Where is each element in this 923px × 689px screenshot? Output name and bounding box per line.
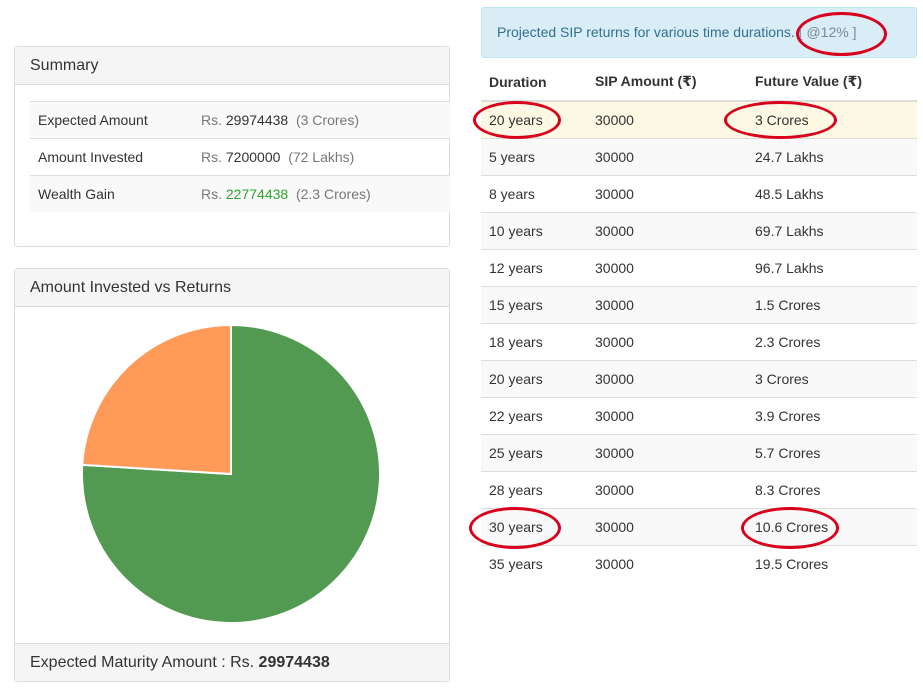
chart-panel: Amount Invested vs Returns Expected Matu…	[14, 268, 450, 682]
summary-table: Expected Amount Rs. 29974438 (3 Crores) …	[30, 101, 450, 212]
table-row-highlighted: 20 years 30000 3 Crores	[481, 100, 917, 139]
sip-cell: 30000	[587, 175, 747, 213]
future-value-cell: 48.5 Lakhs	[747, 175, 917, 213]
summary-row-invested: Amount Invested Rs. 7200000 (72 Lakhs)	[30, 138, 450, 176]
sip-cell: 30000	[587, 286, 747, 324]
summary-note: (3 Crores)	[295, 112, 359, 128]
duration-cell: 8 years	[481, 175, 587, 213]
future-value-cell: 10.6 Crores	[747, 508, 917, 546]
duration-cell: 22 years	[481, 397, 587, 435]
future-value-cell: 96.7 Lakhs	[747, 249, 917, 287]
duration-cell: 30 years	[481, 508, 587, 546]
future-value-cell: 1.5 Crores	[747, 286, 917, 324]
sip-cell: 30000	[587, 323, 747, 361]
sip-cell: 30000	[587, 360, 747, 398]
sip-cell: 30000	[587, 508, 747, 546]
summary-panel: Summary Expected Amount Rs. 29974438 (3 …	[14, 46, 450, 247]
sip-cell: 30000	[587, 471, 747, 509]
table-row: 30 years 30000 10.6 Crores	[481, 508, 917, 546]
future-value-cell: 69.7 Lakhs	[747, 212, 917, 250]
summary-note: (2.3 Crores)	[295, 186, 371, 202]
duration-cell: 25 years	[481, 434, 587, 472]
footer-label: Expected Maturity Amount : Rs.	[30, 654, 255, 671]
duration-cell: 12 years	[481, 249, 587, 287]
summary-note: (72 Lakhs)	[288, 149, 355, 165]
future-value-cell: 3 Crores	[747, 100, 917, 139]
summary-value-cell: Rs. 22774438 (2.3 Crores)	[201, 175, 450, 212]
duration-cell: 15 years	[481, 286, 587, 324]
future-value-cell: 24.7 Lakhs	[747, 138, 917, 176]
summary-row-expected: Expected Amount Rs. 29974438 (3 Crores)	[30, 101, 450, 139]
currency-prefix: Rs.	[201, 112, 222, 128]
table-row: 28 years 30000 8.3 Crores	[481, 471, 917, 509]
table-row: 18 years 30000 2.3 Crores	[481, 323, 917, 361]
projection-header-text: Projected SIP returns for various time d…	[497, 24, 795, 40]
duration-cell: 10 years	[481, 212, 587, 250]
sip-cell: 30000	[587, 397, 747, 435]
sip-cell: 30000	[587, 138, 747, 176]
duration-cell: 18 years	[481, 323, 587, 361]
duration-cell: 28 years	[481, 471, 587, 509]
summary-value: 7200000	[225, 149, 281, 165]
table-row: 8 years 30000 48.5 Lakhs	[481, 175, 917, 213]
table-header-row: Duration SIP Amount (₹) Future Value (₹)	[481, 63, 917, 102]
future-value-cell: 19.5 Crores	[747, 545, 917, 582]
sip-cell: 30000	[587, 249, 747, 287]
table-row: 25 years 30000 5.7 Crores	[481, 434, 917, 472]
summary-value: 22774438	[225, 186, 289, 202]
summary-label: Wealth Gain	[30, 175, 201, 212]
column-header-duration: Duration	[481, 63, 587, 102]
table-row: 12 years 30000 96.7 Lakhs	[481, 249, 917, 287]
footer-value: 29974438	[258, 654, 330, 671]
pie-slice-1	[81, 323, 232, 476]
duration-cell: 35 years	[481, 545, 587, 582]
duration-cell: 5 years	[481, 138, 587, 176]
table-row: 22 years 30000 3.9 Crores	[481, 397, 917, 435]
sip-cell: 30000	[587, 212, 747, 250]
chart-footer: Expected Maturity Amount : Rs. 29974438	[15, 643, 449, 681]
table-row: 15 years 30000 1.5 Crores	[481, 286, 917, 324]
summary-value: 29974438	[225, 112, 289, 128]
future-value-cell: 5.7 Crores	[747, 434, 917, 472]
future-value-cell: 3.9 Crores	[747, 397, 917, 435]
table-row: 5 years 30000 24.7 Lakhs	[481, 138, 917, 176]
pie-chart	[81, 323, 381, 624]
projection-info-banner: Projected SIP returns for various time d…	[481, 7, 917, 58]
summary-title: Summary	[15, 47, 449, 85]
summary-value-cell: Rs. 29974438 (3 Crores)	[201, 101, 450, 139]
column-header-future-value: Future Value (₹)	[747, 63, 917, 102]
duration-cell: 20 years	[481, 100, 587, 139]
projection-table: Duration SIP Amount (₹) Future Value (₹)…	[481, 63, 917, 582]
currency-prefix: Rs.	[201, 149, 222, 165]
sip-cell: 30000	[587, 100, 747, 139]
sip-cell: 30000	[587, 434, 747, 472]
rate-text: [ @12% ]	[798, 24, 857, 40]
summary-label: Amount Invested	[30, 138, 201, 176]
summary-row-wealth-gain: Wealth Gain Rs. 22774438 (2.3 Crores)	[30, 175, 450, 212]
column-header-sip-amount: SIP Amount (₹)	[587, 63, 747, 102]
table-row: 20 years 30000 3 Crores	[481, 360, 917, 398]
currency-prefix: Rs.	[201, 186, 222, 202]
future-value-cell: 3 Crores	[747, 360, 917, 398]
future-value-cell: 8.3 Crores	[747, 471, 917, 509]
summary-label: Expected Amount	[30, 101, 201, 139]
duration-cell: 20 years	[481, 360, 587, 398]
chart-title: Amount Invested vs Returns	[15, 269, 449, 307]
future-value-cell: 2.3 Crores	[747, 323, 917, 361]
table-row: 10 years 30000 69.7 Lakhs	[481, 212, 917, 250]
table-row: 35 years 30000 19.5 Crores	[481, 545, 917, 582]
sip-cell: 30000	[587, 545, 747, 582]
summary-value-cell: Rs. 7200000 (72 Lakhs)	[201, 138, 450, 176]
